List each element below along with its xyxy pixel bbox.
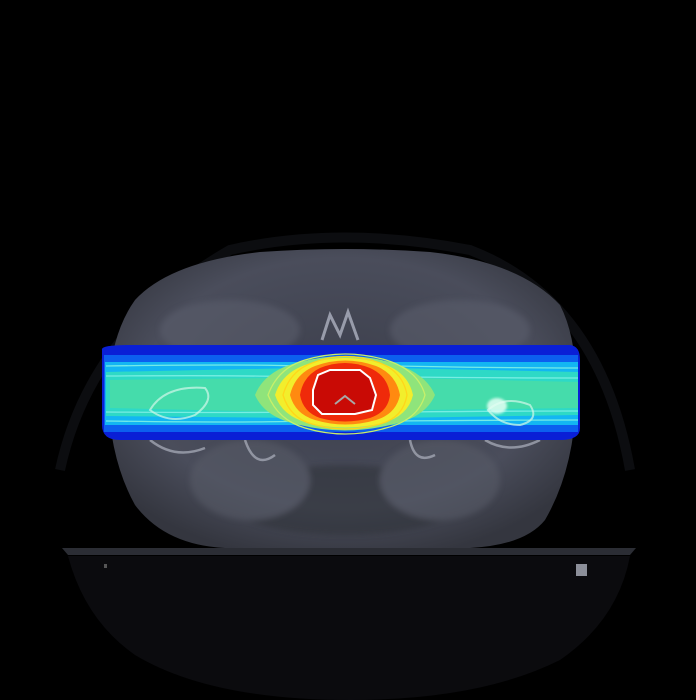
right-bright-spot bbox=[487, 398, 507, 414]
table-marker-small bbox=[104, 564, 107, 568]
dose-core-mark bbox=[334, 394, 356, 405]
dose-darkred-core bbox=[313, 370, 376, 414]
dose-overlay bbox=[101, 345, 580, 440]
pelvic-bones bbox=[149, 438, 541, 462]
ct-table-body bbox=[68, 556, 630, 700]
bone-contours-through-dose bbox=[148, 386, 535, 427]
dose-hotspot-outline bbox=[312, 369, 378, 415]
sacrum-bone bbox=[320, 307, 360, 341]
ct-table-top bbox=[62, 548, 636, 555]
isodose-hot-lines bbox=[267, 353, 426, 435]
table-marker bbox=[576, 564, 587, 576]
